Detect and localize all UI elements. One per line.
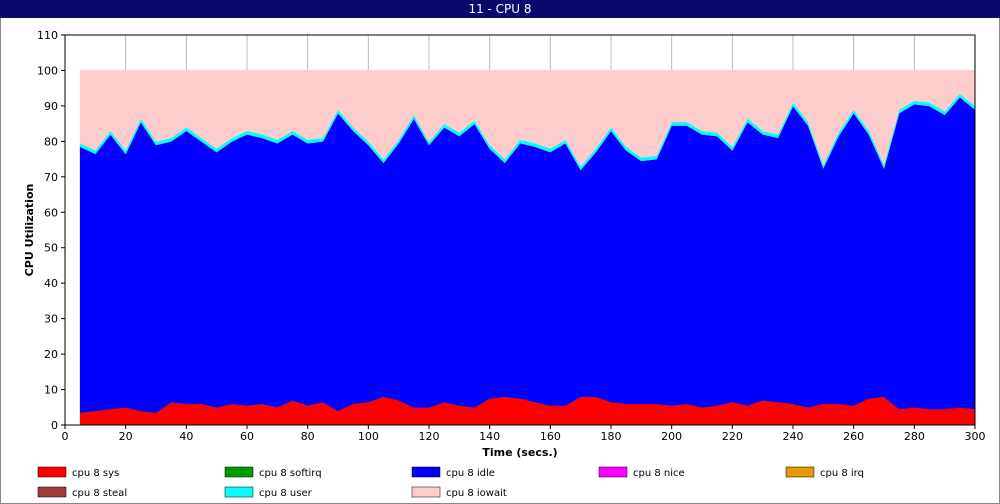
- y-tick-label: 40: [44, 277, 58, 290]
- y-tick-label: 30: [44, 313, 58, 326]
- x-tick-label: 180: [601, 430, 622, 443]
- x-tick-label: 200: [661, 430, 682, 443]
- legend-swatch: [224, 466, 254, 478]
- y-tick-label: 10: [44, 384, 58, 397]
- legend-swatch: [785, 466, 815, 478]
- x-tick-label: 140: [479, 430, 500, 443]
- legend-swatch: [224, 486, 254, 498]
- y-tick-label: 60: [44, 206, 58, 219]
- y-axis-label: CPU Utilization: [23, 184, 36, 277]
- legend-label: cpu 8 iowait: [446, 488, 507, 499]
- x-tick-label: 100: [358, 430, 379, 443]
- x-tick-label: 220: [722, 430, 743, 443]
- legend-swatch: [37, 466, 67, 478]
- legend-label: cpu 8 nice: [633, 468, 685, 479]
- x-tick-label: 80: [301, 430, 315, 443]
- legend-label: cpu 8 softirq: [259, 468, 322, 479]
- y-tick-label: 50: [44, 242, 58, 255]
- legend-swatch: [411, 466, 441, 478]
- x-axis-label: Time (secs.): [482, 446, 557, 459]
- title-bar: 11 - CPU 8: [0, 0, 1000, 18]
- legend-swatch: [598, 466, 628, 478]
- legend-label: cpu 8 irq: [820, 468, 864, 479]
- y-tick-label: 100: [37, 64, 58, 77]
- x-tick-label: 120: [419, 430, 440, 443]
- legend-label: cpu 8 user: [259, 488, 313, 499]
- legend-label: cpu 8 idle: [446, 468, 495, 479]
- x-tick-label: 280: [904, 430, 925, 443]
- x-tick-label: 300: [965, 430, 986, 443]
- y-tick-label: 110: [37, 29, 58, 42]
- legend-label: cpu 8 steal: [72, 488, 127, 499]
- plot-border: [64, 34, 976, 426]
- x-tick-label: 240: [783, 430, 804, 443]
- y-tick-label: 80: [44, 135, 58, 148]
- x-tick-label: 0: [62, 430, 69, 443]
- y-tick-label: 0: [51, 419, 58, 432]
- x-tick-label: 20: [119, 430, 133, 443]
- y-tick-label: 20: [44, 348, 58, 361]
- legend-swatch: [411, 486, 441, 498]
- x-tick-label: 60: [240, 430, 254, 443]
- y-tick-label: 90: [44, 100, 58, 113]
- legend-swatch: [37, 486, 67, 498]
- x-tick-label: 160: [540, 430, 561, 443]
- legend-label: cpu 8 sys: [72, 468, 119, 479]
- y-tick-label: 70: [44, 171, 58, 184]
- x-tick-label: 260: [843, 430, 864, 443]
- x-tick-label: 40: [179, 430, 193, 443]
